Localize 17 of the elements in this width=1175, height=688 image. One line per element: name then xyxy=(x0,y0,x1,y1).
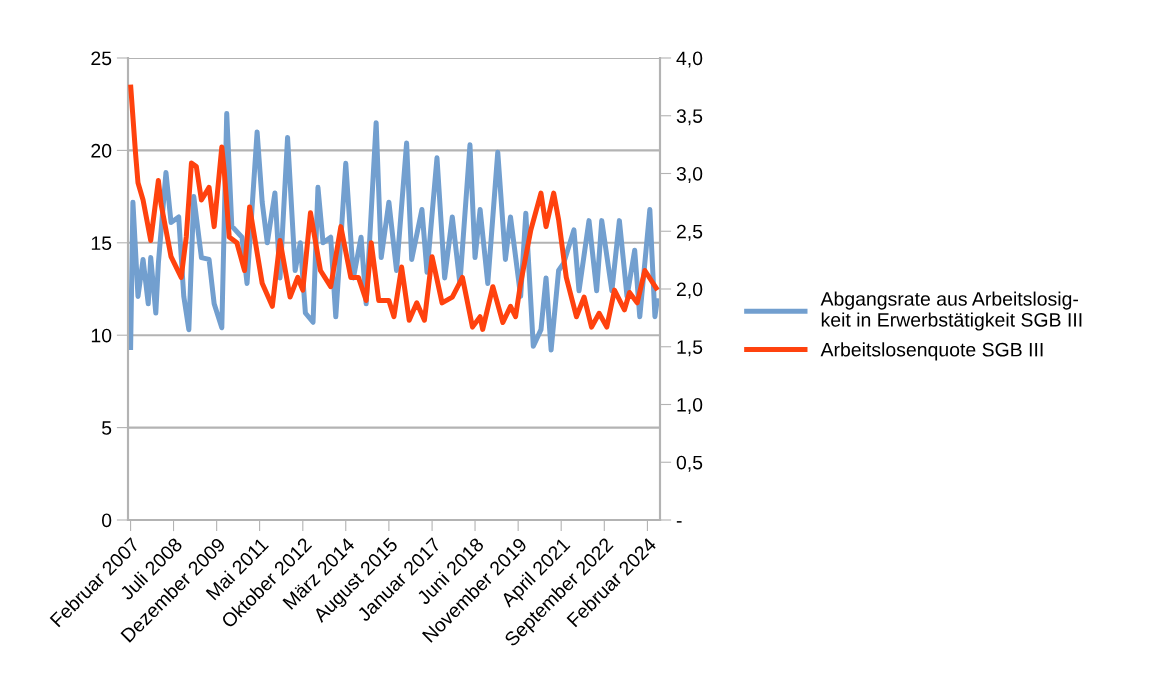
y-tick-label: 5 xyxy=(101,421,112,435)
y2-tick-label: 4,0 xyxy=(676,51,703,68)
y2-tick-label: - xyxy=(676,521,682,523)
y-tick-label: 0 xyxy=(101,513,112,528)
y2-tick-label: 2,0 xyxy=(676,282,703,299)
y2-tick-label: 3,5 xyxy=(676,109,703,126)
y-tick-label: 10 xyxy=(91,328,112,343)
y2-tick-label: 1,5 xyxy=(677,340,703,357)
legend-label: Abgangsrate aus Arbeitslosig- keit in Erwerbstätigkeit SGB III xyxy=(820,291,1082,331)
y2-tick-label: 0,5 xyxy=(676,455,703,472)
legend-label: Arbeitslosenquote SGB III xyxy=(820,342,1043,361)
y-tick-label: 20 xyxy=(91,143,112,158)
y-tick-label: 15 xyxy=(91,236,112,251)
y2-tick-label: 3,0 xyxy=(676,166,703,184)
y-tick-label: 25 xyxy=(91,51,112,66)
y2-tick-label: 2,5 xyxy=(676,224,703,241)
y2-tick-label: 1,0 xyxy=(677,397,703,415)
